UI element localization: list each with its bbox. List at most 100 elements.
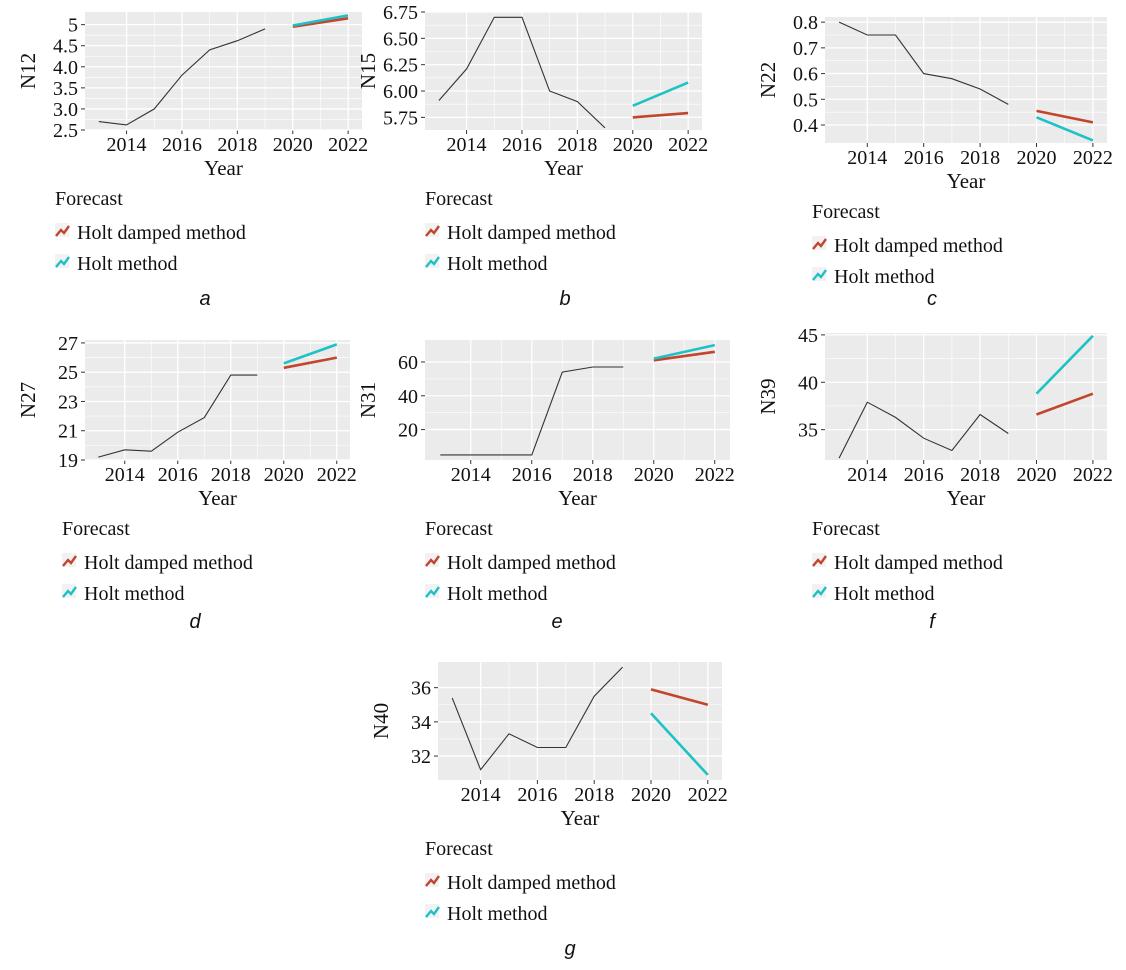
actual-series-line <box>838 21 1009 105</box>
y-tick-label: 6.00 <box>383 81 418 103</box>
x-tick-label: 2014 <box>847 464 887 486</box>
y-tick-label: 4.5 <box>53 36 78 58</box>
y-tick-label: 60 <box>398 352 418 374</box>
x-tick-label: 2020 <box>631 784 671 806</box>
y-axis-title: N39 <box>756 378 780 414</box>
holt-damped-forecast-line <box>292 17 349 28</box>
legend-title: Forecast <box>812 201 880 223</box>
legend-key-icon <box>425 254 440 268</box>
x-tick-label: 2016 <box>158 464 198 486</box>
legend-label: Holt method <box>834 266 935 288</box>
panel-caption: b <box>559 288 570 310</box>
y-tick-label: 6.75 <box>383 2 418 24</box>
y-tick-label: 25 <box>58 362 78 384</box>
y-axis-title: N15 <box>356 53 380 89</box>
y-tick-label: 0.4 <box>793 115 818 137</box>
legend-key-icon <box>425 873 440 887</box>
legend-key-line <box>425 225 440 237</box>
x-tick-label: 2018 <box>211 464 251 486</box>
chart-panel-a: 2014 2016 2018 2020 2022 2.53.03.54.04.55 Year… <box>16 12 368 310</box>
legend-title: Forecast <box>62 518 130 540</box>
actual-series-line <box>98 374 258 458</box>
x-tick-label: 2018 <box>960 464 1000 486</box>
plot-background <box>85 340 350 460</box>
y-tick-label: 0.6 <box>793 64 818 86</box>
legend-key-icon <box>425 904 440 918</box>
legend-key-icon <box>55 223 70 237</box>
legend-key-icon <box>812 236 827 250</box>
y-tick-label: 6.25 <box>383 55 418 77</box>
x-axis-title: Year <box>204 156 243 180</box>
holt-forecast-line <box>650 712 709 776</box>
y-tick-label: 0.8 <box>793 12 818 34</box>
x-tick-label: 2020 <box>1017 147 1057 169</box>
holt-damped-forecast-line <box>1036 392 1094 416</box>
legend-key-icon <box>812 584 827 598</box>
y-tick-label: 45 <box>798 325 818 347</box>
holt-forecast-line <box>1035 334 1094 395</box>
y-tick-label: 35 <box>798 420 818 442</box>
x-tick-label: 2016 <box>904 464 944 486</box>
legend-title: Forecast <box>425 188 493 210</box>
legend-label: Holt damped method <box>84 552 253 574</box>
x-tick-label: 2020 <box>634 464 674 486</box>
y-axis-title: N22 <box>756 62 780 98</box>
legend-label: Holt damped method <box>77 222 246 244</box>
legend-key-line <box>812 238 827 250</box>
plot-background <box>825 333 1107 460</box>
y-tick-label: 23 <box>58 391 78 413</box>
holt-damped-forecast-line <box>632 111 689 119</box>
y-tick-label: 40 <box>798 372 818 394</box>
legend-key-icon <box>425 584 440 598</box>
chart-panel-b: 2014 2016 2018 2020 2022 5.75 6.00 6.25 6.50 6.75… <box>356 2 708 310</box>
y-tick-label: 32 <box>411 746 431 768</box>
x-tick-label: 2020 <box>264 464 304 486</box>
legend-label: Holt damped method <box>447 872 616 894</box>
y-axis-title: N27 <box>16 382 40 418</box>
legend-label: Holt damped method <box>834 235 1003 257</box>
y-tick-label: 6.50 <box>383 28 418 50</box>
x-tick-label: 2020 <box>613 134 653 156</box>
legend-key-line <box>425 256 440 268</box>
legend-label: Holt method <box>447 583 548 605</box>
legend-key-icon <box>62 553 77 567</box>
actual-series-line <box>838 401 1009 459</box>
y-tick-label: 3.0 <box>53 99 78 121</box>
x-tick-label: 2022 <box>695 464 735 486</box>
y-tick-label: 3.5 <box>53 78 78 100</box>
legend-key-line <box>812 555 827 567</box>
legend-label: Holt damped method <box>447 222 616 244</box>
x-tick-label: 2018 <box>960 147 1000 169</box>
chart-panel-g: 2014 2016 2018 2020 2022 32 34 36 Year N40 Forecas… <box>369 662 728 960</box>
holt-damped-forecast-line <box>653 350 715 362</box>
x-tick-label: 2022 <box>1073 464 1113 486</box>
legend-key-icon <box>425 223 440 237</box>
actual-series-line <box>451 666 623 771</box>
panel-caption: g <box>564 938 575 960</box>
holt-damped-forecast-line <box>283 356 338 370</box>
x-tick-label: 2014 <box>847 147 887 169</box>
chart-panel-d: 2014 2016 2018 2020 2022 19 21 23 25 27 Year N27 For… <box>16 333 357 633</box>
plot-background <box>425 12 702 130</box>
x-tick-label: 2022 <box>317 464 357 486</box>
x-tick-label: 2022 <box>328 134 368 156</box>
legend-title: Forecast <box>425 518 493 540</box>
x-tick-label: 2014 <box>105 464 145 486</box>
legend-label: Holt method <box>77 253 178 275</box>
x-tick-label: 2022 <box>668 134 708 156</box>
y-tick-label: 2.5 <box>53 120 78 142</box>
x-tick-label: 2014 <box>107 134 147 156</box>
legend-title: Forecast <box>425 838 493 860</box>
legend-key-line <box>55 225 70 237</box>
y-tick-label: 36 <box>411 678 431 700</box>
actual-series-line <box>440 366 624 456</box>
x-tick-label: 2016 <box>502 134 542 156</box>
panel-caption: e <box>551 611 562 633</box>
y-tick-label: 19 <box>58 450 78 472</box>
y-tick-label: 20 <box>398 420 418 442</box>
x-tick-label: 2018 <box>557 134 597 156</box>
y-axis-title: N12 <box>16 53 40 89</box>
chart-panel-c: 2014 2016 2018 2020 2022 0.4 0.5 0.6 0.7 0.8 Year N… <box>756 12 1113 310</box>
legend-label: Holt damped method <box>834 552 1003 574</box>
